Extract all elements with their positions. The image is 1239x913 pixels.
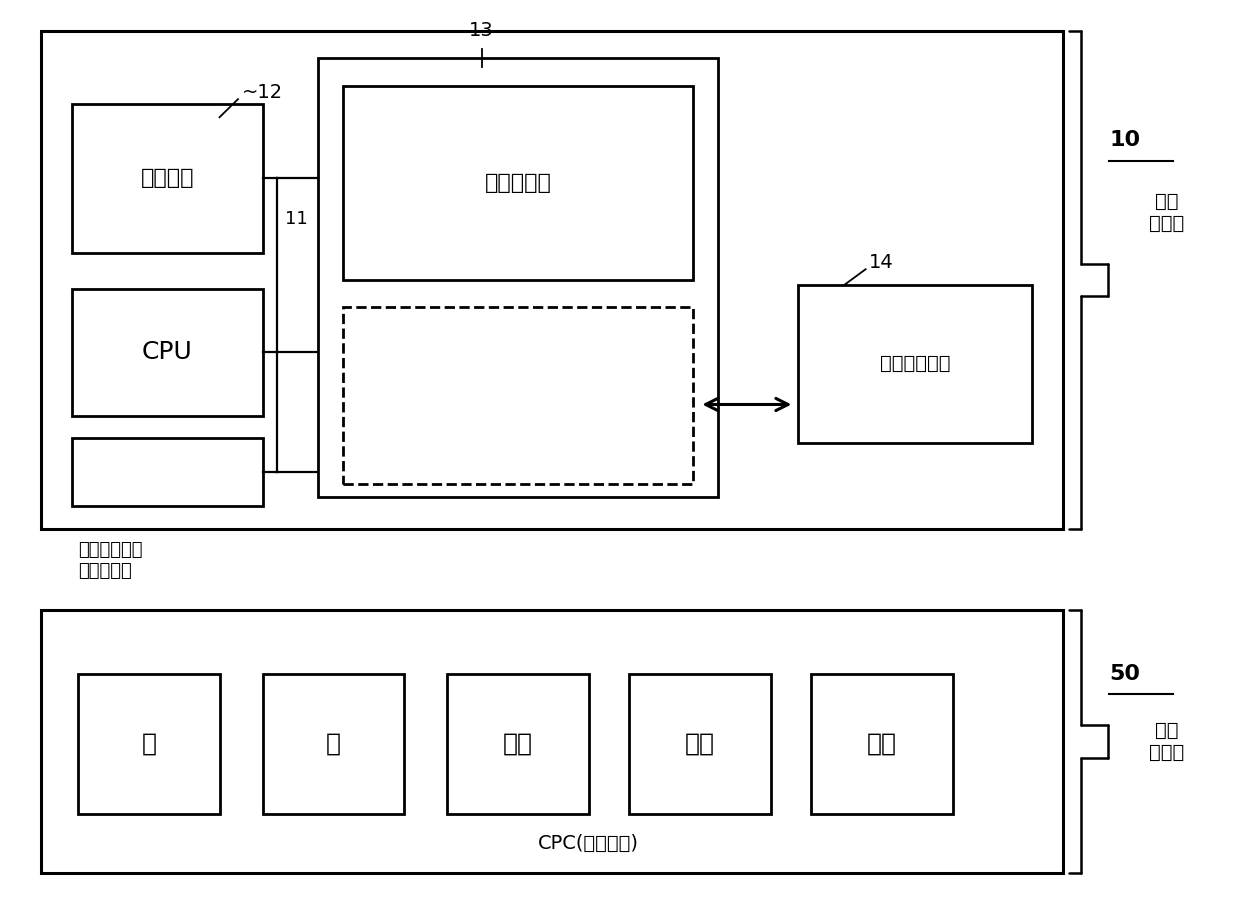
Bar [263,674,404,813]
Text: 50: 50 [1109,664,1140,684]
Text: 尾: 尾 [326,731,341,756]
Bar [72,289,263,415]
Bar [41,610,1063,873]
Bar [343,86,694,280]
Text: 控制
子系统: 控制 子系统 [1149,192,1184,233]
Text: 驱动
子系统: 驱动 子系统 [1149,721,1184,762]
Bar [629,674,771,813]
Bar [447,674,589,813]
Text: 头: 头 [141,731,156,756]
Text: 固定存储器: 固定存储器 [484,173,551,193]
Bar [72,104,263,253]
Text: CPU: CPU [141,341,192,364]
Bar [41,31,1063,529]
Bar [72,438,263,506]
Text: CPC(物理部件): CPC(物理部件) [538,834,639,853]
Text: 可更换存储器: 可更换存储器 [880,354,950,373]
Text: 轮子: 轮子 [867,731,897,756]
Text: 13: 13 [470,21,494,40]
Bar [78,674,219,813]
Bar [812,674,953,813]
Bar [318,58,717,498]
Text: 带驱动子系统
的通信总线: 带驱动子系统 的通信总线 [78,541,142,580]
Text: 主存储器: 主存储器 [140,168,195,188]
Bar [343,308,694,484]
Text: 11: 11 [285,211,307,228]
Text: 14: 14 [870,254,895,272]
Text: 驱干: 驱干 [503,731,533,756]
Bar [798,285,1032,443]
Text: ~12: ~12 [242,83,282,102]
Text: 肢体: 肢体 [685,731,715,756]
Text: 10: 10 [1109,130,1140,150]
